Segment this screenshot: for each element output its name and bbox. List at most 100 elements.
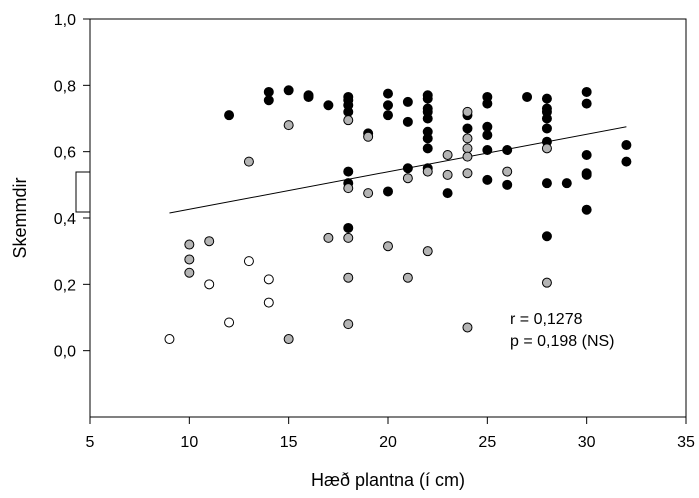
data-point [244,257,253,266]
data-point [463,144,472,153]
data-point [463,107,472,116]
data-point [403,164,412,173]
y-tick-label: 0,0 [54,344,76,361]
data-point [463,152,472,161]
data-point [185,240,194,249]
x-tick-label: 35 [677,434,695,451]
y-tick-label: 0,4 [54,211,76,228]
data-point [384,187,393,196]
data-point [403,174,412,183]
data-point [542,144,551,153]
data-point [483,99,492,108]
data-point [423,144,432,153]
data-point [364,189,373,198]
data-point [165,335,174,344]
data-point [423,247,432,256]
data-point [542,179,551,188]
data-point [582,170,591,179]
data-point [582,87,591,96]
data-point [384,89,393,98]
data-point [542,94,551,103]
data-point [503,167,512,176]
data-point [582,99,591,108]
data-point [185,268,194,277]
data-point [225,318,234,327]
data-point [284,121,293,130]
data-point [443,189,452,198]
data-point [384,101,393,110]
data-point [403,97,412,106]
data-point [582,150,591,159]
data-point [503,180,512,189]
data-point [384,111,393,120]
data-point [205,280,214,289]
x-tick-label: 15 [280,434,298,451]
data-point [503,146,512,155]
data-point [225,111,234,120]
data-point [463,124,472,133]
plot-frame [90,19,686,417]
data-point [562,179,571,188]
data-point [582,205,591,214]
data-point [542,124,551,133]
data-point [264,275,273,284]
data-point [344,167,353,176]
data-point [264,298,273,307]
data-point [622,141,631,150]
data-point [622,157,631,166]
data-points [165,86,631,344]
data-point [324,233,333,242]
data-point [344,116,353,125]
data-point [542,114,551,123]
data-point [423,134,432,143]
data-point [264,96,273,105]
data-point [483,131,492,140]
data-point [542,232,551,241]
data-point [403,117,412,126]
x-tick-label: 25 [478,434,496,451]
data-point [423,114,432,123]
data-point [443,170,452,179]
data-point [344,107,353,116]
x-tick-label: 5 [86,434,95,451]
data-point [423,94,432,103]
data-point [344,184,353,193]
data-point [344,320,353,329]
data-point [423,167,432,176]
data-point [284,86,293,95]
regression-line [169,127,626,213]
x-tick-label: 10 [180,434,198,451]
x-tick-label: 30 [578,434,596,451]
data-point [463,323,472,332]
data-point [264,87,273,96]
y-tick-label: 0,8 [54,78,76,95]
p-value-label: p = 0,198 (NS) [510,333,615,350]
data-point [324,101,333,110]
data-point [483,175,492,184]
x-tick-label: 20 [379,434,397,451]
y-tick-label: 0,6 [54,145,76,162]
data-point [205,237,214,246]
data-point [463,169,472,178]
data-point [483,146,492,155]
data-point [403,273,412,282]
data-point [344,273,353,282]
correlation-label: r = 0,1278 [510,311,583,328]
data-point [443,150,452,159]
data-point [344,233,353,242]
data-point [463,134,472,143]
data-point [384,242,393,251]
data-point [185,255,194,264]
data-point [304,92,313,101]
data-point [344,223,353,232]
y-axis-title: Skemmdir [10,177,30,258]
y-tick-label: 0,2 [54,277,76,294]
data-point [364,132,373,141]
y-marker-box [76,172,90,212]
data-point [244,157,253,166]
data-point [483,122,492,131]
x-axis-title: Hæð plantna (í cm) [311,470,465,490]
data-point [284,335,293,344]
